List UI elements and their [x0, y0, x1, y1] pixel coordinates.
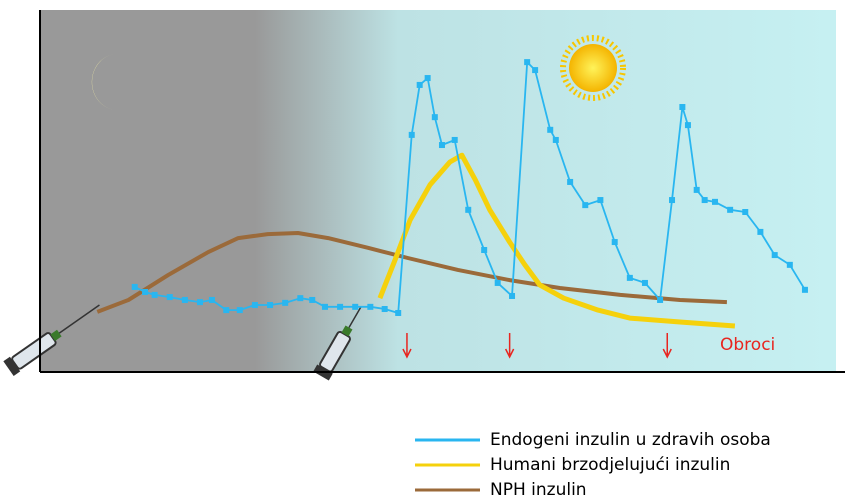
data-point	[771, 252, 778, 259]
data-point	[166, 294, 173, 301]
data-point	[381, 306, 388, 313]
meal-arrow	[662, 333, 672, 359]
data-point	[727, 206, 734, 213]
data-point	[552, 136, 559, 143]
data-point	[151, 291, 158, 298]
data-point	[801, 286, 808, 293]
data-point	[547, 126, 554, 133]
data-point	[481, 247, 488, 254]
data-point	[223, 307, 230, 314]
plot-area: Obroci	[96, 59, 808, 359]
data-point	[641, 279, 648, 286]
sun	[560, 35, 626, 101]
meal-arrow	[402, 333, 412, 359]
data-point	[451, 136, 458, 143]
data-point	[196, 299, 203, 306]
data-point	[352, 303, 359, 310]
meal-label: Obroci	[720, 335, 775, 355]
data-point	[597, 197, 604, 204]
legend-label: Humani brzodjelujući inzulin	[490, 455, 730, 475]
data-point	[181, 296, 188, 303]
data-point	[669, 197, 676, 204]
plot-background	[40, 10, 836, 372]
data-point	[267, 302, 274, 309]
data-point	[786, 261, 793, 268]
data-point	[416, 81, 423, 88]
data-point	[297, 295, 304, 302]
data-point	[424, 75, 431, 82]
data-point	[431, 114, 438, 121]
data-point	[321, 303, 328, 310]
data-point	[438, 142, 445, 149]
series-line	[96, 231, 727, 314]
legend-label: NPH inzulin	[490, 480, 587, 500]
data-point	[131, 283, 138, 290]
data-point	[684, 122, 691, 129]
data-point	[282, 299, 289, 306]
data-point	[582, 202, 589, 209]
data-point	[611, 239, 618, 246]
data-point	[337, 303, 344, 310]
data-point	[367, 303, 374, 310]
legend: Endogeni inzulin u zdravih osoba Humani b…	[415, 430, 771, 500]
data-point	[626, 274, 633, 281]
meal-arrow	[504, 333, 515, 359]
data-point	[465, 206, 472, 213]
data-point	[395, 309, 402, 316]
data-point	[208, 296, 215, 303]
data-point	[251, 302, 258, 309]
data-point	[712, 198, 719, 205]
data-point	[236, 307, 243, 314]
data-point	[693, 186, 700, 193]
syringe	[3, 304, 100, 377]
data-point	[532, 67, 539, 74]
data-point	[309, 296, 316, 303]
data-point	[679, 104, 686, 111]
legend-label: Endogeni inzulin u zdravih osoba	[490, 430, 771, 450]
data-point	[494, 279, 501, 286]
data-point	[509, 292, 516, 299]
data-point	[524, 59, 531, 66]
data-point	[757, 228, 764, 235]
data-point	[701, 197, 708, 204]
data-point	[742, 208, 749, 215]
data-point	[142, 288, 149, 295]
series-line	[377, 152, 736, 329]
data-point	[408, 131, 415, 138]
data-point	[657, 296, 664, 303]
data-point	[567, 178, 574, 185]
